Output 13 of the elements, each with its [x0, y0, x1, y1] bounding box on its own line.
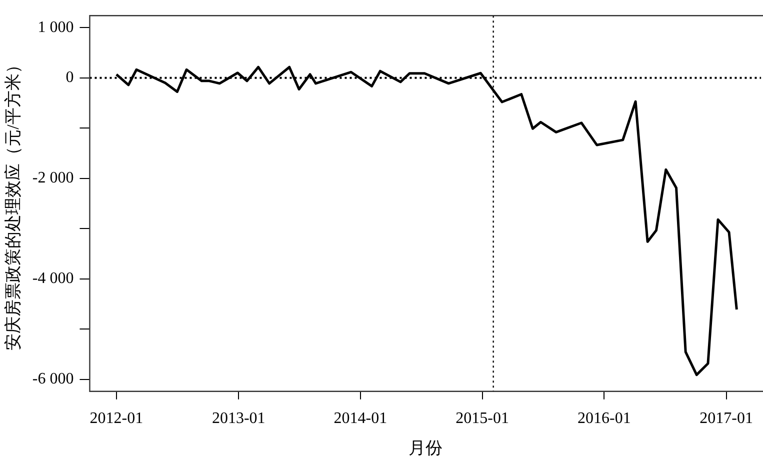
- x-tick-label: 2013-01: [212, 410, 266, 428]
- y-tick-label: 1 000: [38, 18, 74, 36]
- x-tick-label: 2012-01: [90, 410, 144, 428]
- x-tick-label: 2016-01: [577, 410, 631, 428]
- y-tick-label: -2 000: [32, 170, 74, 187]
- y-tick-label: 0: [66, 69, 74, 86]
- x-axis-title: 月份: [408, 438, 442, 458]
- x-tick-label: 2015-01: [456, 410, 509, 428]
- x-tick-label: 2017-01: [700, 410, 753, 428]
- y-axis-title: 安庆房票政策的处理效应（元/平方米）: [4, 56, 23, 350]
- x-tick-label: 2014-01: [334, 410, 388, 428]
- y-tick-label: -4 000: [32, 270, 74, 288]
- y-tick-label: -6 000: [32, 370, 74, 388]
